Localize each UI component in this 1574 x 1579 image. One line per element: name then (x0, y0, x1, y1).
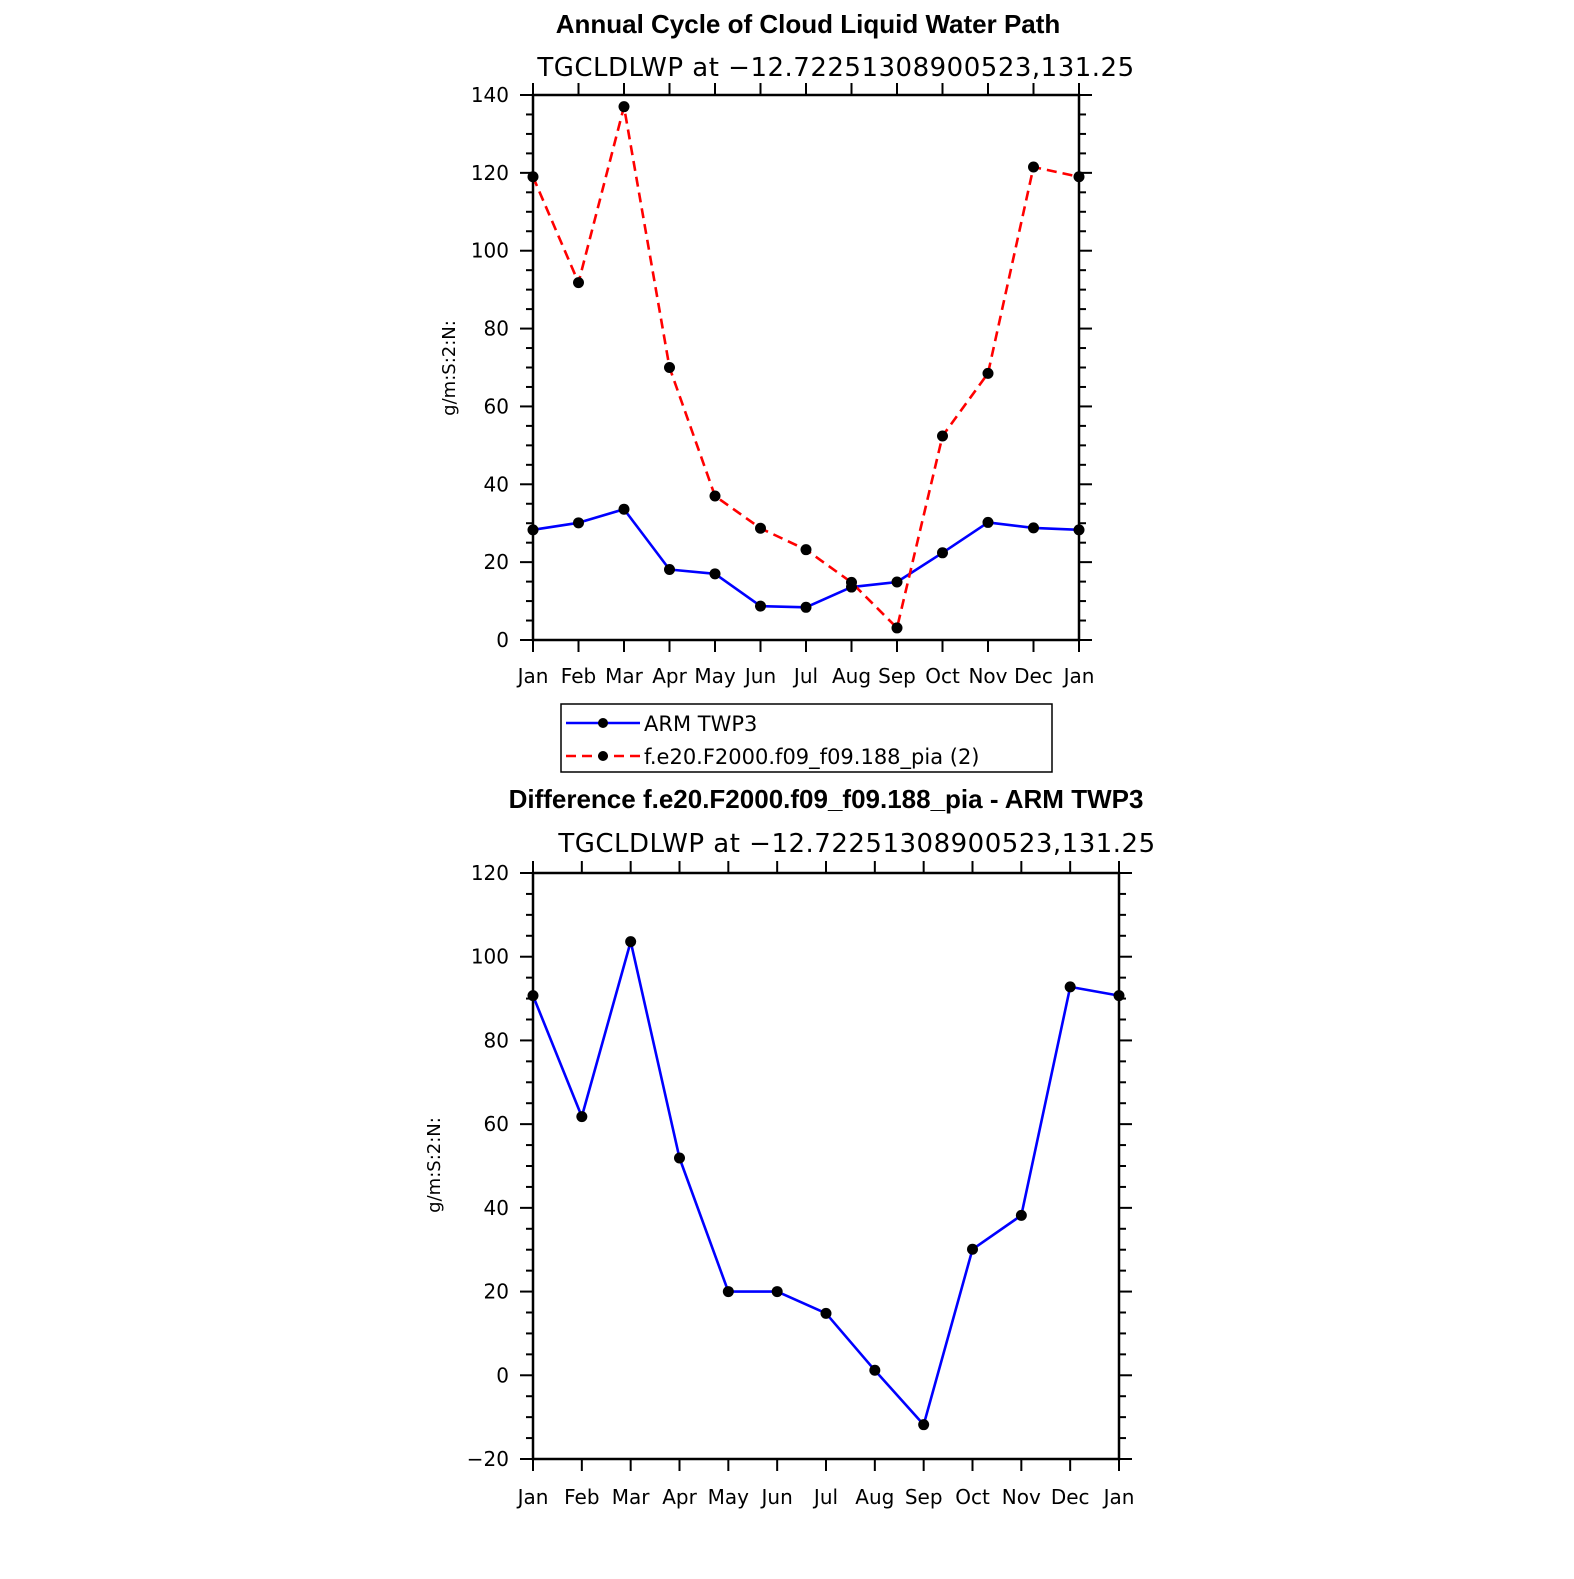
chart1-x-tick-label: May (694, 664, 736, 688)
chart2-series1-point (576, 1111, 588, 1123)
chart1-series2-point (527, 171, 539, 183)
chart2-series1-point (967, 1243, 978, 1255)
chart1-series1-point (755, 600, 766, 612)
chart1-series1-point (1073, 524, 1085, 536)
chart2-series1-point (722, 1286, 734, 1298)
chart1-x-tick-label: Apr (652, 664, 687, 688)
legend-label-series2: f.e20.F2000.f09_f09.188_pia (2) (644, 745, 980, 770)
chart2-series1-point (1064, 981, 1076, 993)
chart1-x-tick-label: Oct (925, 664, 960, 688)
chart2-series1-point (625, 936, 637, 948)
chart1-x-tick-label: Nov (968, 664, 1007, 688)
chart2-series1-point (527, 990, 539, 1002)
chart1-series1-point (937, 547, 948, 559)
chart2-series1-point (674, 1152, 685, 1164)
chart1-x-tick-label: Dec (1014, 664, 1053, 688)
chart2-x-tick-label: Apr (662, 1485, 697, 1509)
chart2-title: Difference f.e20.F2000.f09_f09.188_pia -… (509, 784, 1144, 814)
chart1-legend: ARM TWP3 f.e20.F2000.f09_f09.188_pia (2) (560, 703, 1053, 773)
legend-label-series1: ARM TWP3 (644, 712, 757, 736)
chart1-series1-point (618, 503, 630, 515)
chart1-y-tick-label: 80 (484, 317, 509, 341)
chart1-series2-point (1028, 161, 1039, 173)
chart2-series1-point (869, 1364, 881, 1376)
chart1-series2-point (709, 490, 721, 502)
chart1-x-tick-label: Feb (561, 664, 596, 688)
chart2-y-axis-label: g/m:S:2:N: (424, 1117, 445, 1213)
chart1-plot: 0 20 40 60 80 100 120 140 Jan Feb Mar Apr May Jun Jul A… (471, 83, 1095, 688)
chart2-y-tick-label: 60 (484, 1112, 509, 1136)
legend-box (560, 703, 1053, 773)
chart2-y-tick-label: 100 (471, 945, 509, 969)
chart1-x-tick-label: Jul (792, 664, 818, 688)
chart1-series1-point (573, 517, 584, 529)
chart1-series2-point (891, 622, 903, 634)
chart1-series2-point (982, 367, 994, 379)
chart1-series1-point (664, 564, 675, 576)
chart2-x-tick-label: May (708, 1485, 750, 1509)
chart1-series1-point (982, 516, 994, 528)
chart1-title: Annual Cycle of Cloud Liquid Water Path (556, 9, 1061, 39)
chart1-series2-point (937, 430, 948, 442)
chart2-y-tick-label: 20 (484, 1280, 509, 1304)
chart2-y-tick-label: 0 (496, 1363, 509, 1387)
chart1-x-tick-label: Jun (743, 664, 776, 688)
chart1-series1-point (891, 576, 903, 588)
chart1-series2-point (573, 277, 584, 289)
chart2-series1-point (771, 1286, 783, 1298)
chart1-y-axis-label: g/m:S:2:N: (439, 320, 460, 416)
chart2-series1-point (1113, 990, 1125, 1002)
chart1-y-tick-label: 60 (484, 394, 509, 418)
chart1-subtitle: TGCLDLWP at −12.72251308900523,131.25 (536, 53, 1134, 83)
chart2-y-tick-label: 120 (471, 861, 509, 885)
chart1-series1-point (527, 524, 539, 536)
chart1-x-tick-label: Sep (878, 664, 916, 688)
chart2-x-tick-label: Dec (1051, 1485, 1090, 1509)
chart1-series2-point (800, 544, 812, 556)
chart2-y-tick-label: 40 (484, 1196, 509, 1220)
chart2-x-tick-label: Jun (760, 1485, 793, 1509)
chart1-x-tick-label: Jan (516, 664, 549, 688)
chart1-series2-point (846, 576, 857, 588)
chart1-series2-point (1073, 171, 1085, 183)
chart2-plot: −20 0 20 40 60 80 100 120 Jan Feb Mar Apr May Jun Jul A… (467, 861, 1135, 1509)
chart2-series1-point (918, 1419, 930, 1431)
legend-marker-series2 (598, 751, 608, 761)
chart2-y-tick-label: 80 (484, 1028, 509, 1052)
chart1-series2-point (664, 362, 675, 373)
chart1-series1-point (800, 601, 812, 613)
chart1-series1-point (709, 568, 721, 580)
chart1-y-tick-label: 100 (471, 239, 509, 263)
chart2-x-tick-label: Jan (1102, 1485, 1135, 1509)
chart1-y-tick-label: 140 (471, 83, 509, 107)
chart2-x-tick-label: Nov (1002, 1485, 1041, 1509)
chart2-x-tick-label: Sep (905, 1485, 943, 1509)
chart1-x-tick-label: Mar (605, 664, 644, 688)
chart2-series1-point (1015, 1209, 1027, 1221)
chart2-x-tick-label: Jan (516, 1485, 549, 1509)
chart2-y-tick-label: −20 (467, 1447, 509, 1471)
chart1-y-tick-label: 40 (484, 472, 509, 496)
chart2-x-tick-label: Oct (955, 1485, 990, 1509)
chart1-y-tick-label: 120 (471, 161, 509, 185)
chart1-y-tick-label: 20 (484, 550, 509, 574)
chart1-series2-point (755, 522, 766, 534)
chart1-y-tick-label: 0 (496, 628, 509, 652)
chart1-x-tick-label: Aug (832, 664, 871, 688)
chart1-series1-point (1028, 522, 1039, 534)
chart1-series2-point (618, 101, 630, 113)
chart2-x-tick-label: Feb (564, 1485, 599, 1509)
chart2-x-tick-label: Jul (812, 1485, 838, 1509)
chart2-series1-point (820, 1307, 832, 1319)
chart2-subtitle: TGCLDLWP at −12.72251308900523,131.25 (557, 829, 1155, 859)
chart1-x-tick-label: Jan (1062, 664, 1095, 688)
legend-marker-series1 (598, 718, 608, 728)
chart2-x-tick-label: Aug (855, 1485, 894, 1509)
chart2-x-tick-label: Mar (612, 1485, 651, 1509)
